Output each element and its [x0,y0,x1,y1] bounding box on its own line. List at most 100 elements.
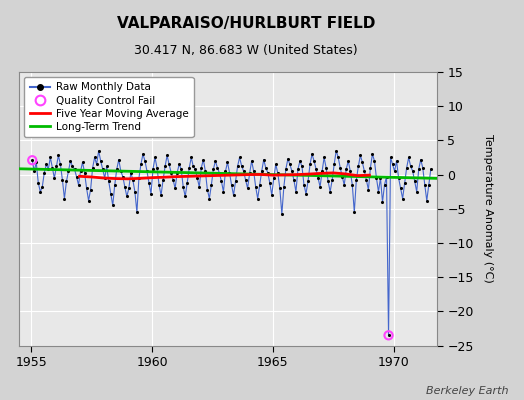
Point [392,158,401,164]
Point [412,188,421,195]
Point [330,161,339,168]
Point [344,158,353,164]
Point [127,169,135,176]
Point [372,175,380,181]
Point [183,180,191,186]
Point [286,161,294,168]
Point [187,154,195,161]
Point [36,188,45,195]
Point [300,182,308,188]
Point [384,332,392,338]
Point [223,159,232,166]
Point [139,151,147,157]
Point [80,169,89,176]
Point [288,168,296,174]
Point [111,182,119,188]
Point [46,154,54,161]
Point [227,182,236,188]
Point [247,158,256,164]
Point [101,175,109,181]
Point [424,182,433,188]
Point [417,156,425,163]
Point [419,164,427,171]
Point [310,158,318,164]
Point [66,158,74,164]
Point [86,186,95,193]
Point [346,168,354,174]
Point [294,166,302,172]
Point [292,188,300,195]
Point [173,169,181,176]
Point [104,178,113,185]
Point [34,180,42,186]
Point [326,188,334,195]
Point [151,154,159,161]
Point [171,185,179,192]
Point [362,177,370,183]
Point [320,154,329,161]
Point [177,166,185,172]
Point [368,151,377,157]
Point [352,177,361,183]
Point [205,195,214,202]
Point [268,192,276,198]
Point [68,163,77,170]
Point [405,154,413,161]
Point [28,157,37,164]
Point [245,170,254,176]
Point [74,182,83,188]
Point [237,162,246,169]
Point [376,175,385,181]
Point [276,185,284,192]
Point [235,154,244,161]
Point [414,166,423,172]
Point [318,168,326,174]
Point [398,195,407,202]
Point [283,156,292,162]
Point [195,184,203,190]
Point [302,190,310,197]
Point [133,209,141,216]
Point [261,164,270,171]
Point [388,161,397,168]
Point [409,168,417,174]
Point [259,156,268,163]
Point [312,166,320,172]
Point [314,175,322,181]
Point [50,175,59,181]
Point [242,177,250,183]
Point [113,166,121,172]
Point [167,169,176,176]
Point [324,178,332,185]
Point [290,177,298,183]
Point [360,168,368,174]
Point [390,168,399,174]
Point [82,185,91,192]
Point [54,152,62,159]
Text: VALPARAISO/HURLBURT FIELD: VALPARAISO/HURLBURT FIELD [117,16,376,31]
Point [40,169,49,176]
Point [233,163,242,170]
Point [201,168,210,174]
Legend: Raw Monthly Data, Quality Control Fail, Five Year Moving Average, Long-Term Tren: Raw Monthly Data, Quality Control Fail, … [24,77,193,137]
Point [115,156,123,163]
Point [230,192,238,198]
Point [197,164,205,171]
Point [316,184,324,190]
Point [254,195,262,202]
Point [278,211,286,218]
Point [340,182,348,188]
Point [60,195,69,202]
Point [125,185,133,192]
Text: 30.417 N, 86.683 W (United States): 30.417 N, 86.683 W (United States) [135,44,358,57]
Point [402,164,411,171]
Point [354,163,363,170]
Point [370,158,379,164]
Point [350,209,358,216]
Point [121,184,129,190]
Point [96,158,105,164]
Point [149,166,157,172]
Point [79,159,87,166]
Point [334,154,342,161]
Point [193,175,202,181]
